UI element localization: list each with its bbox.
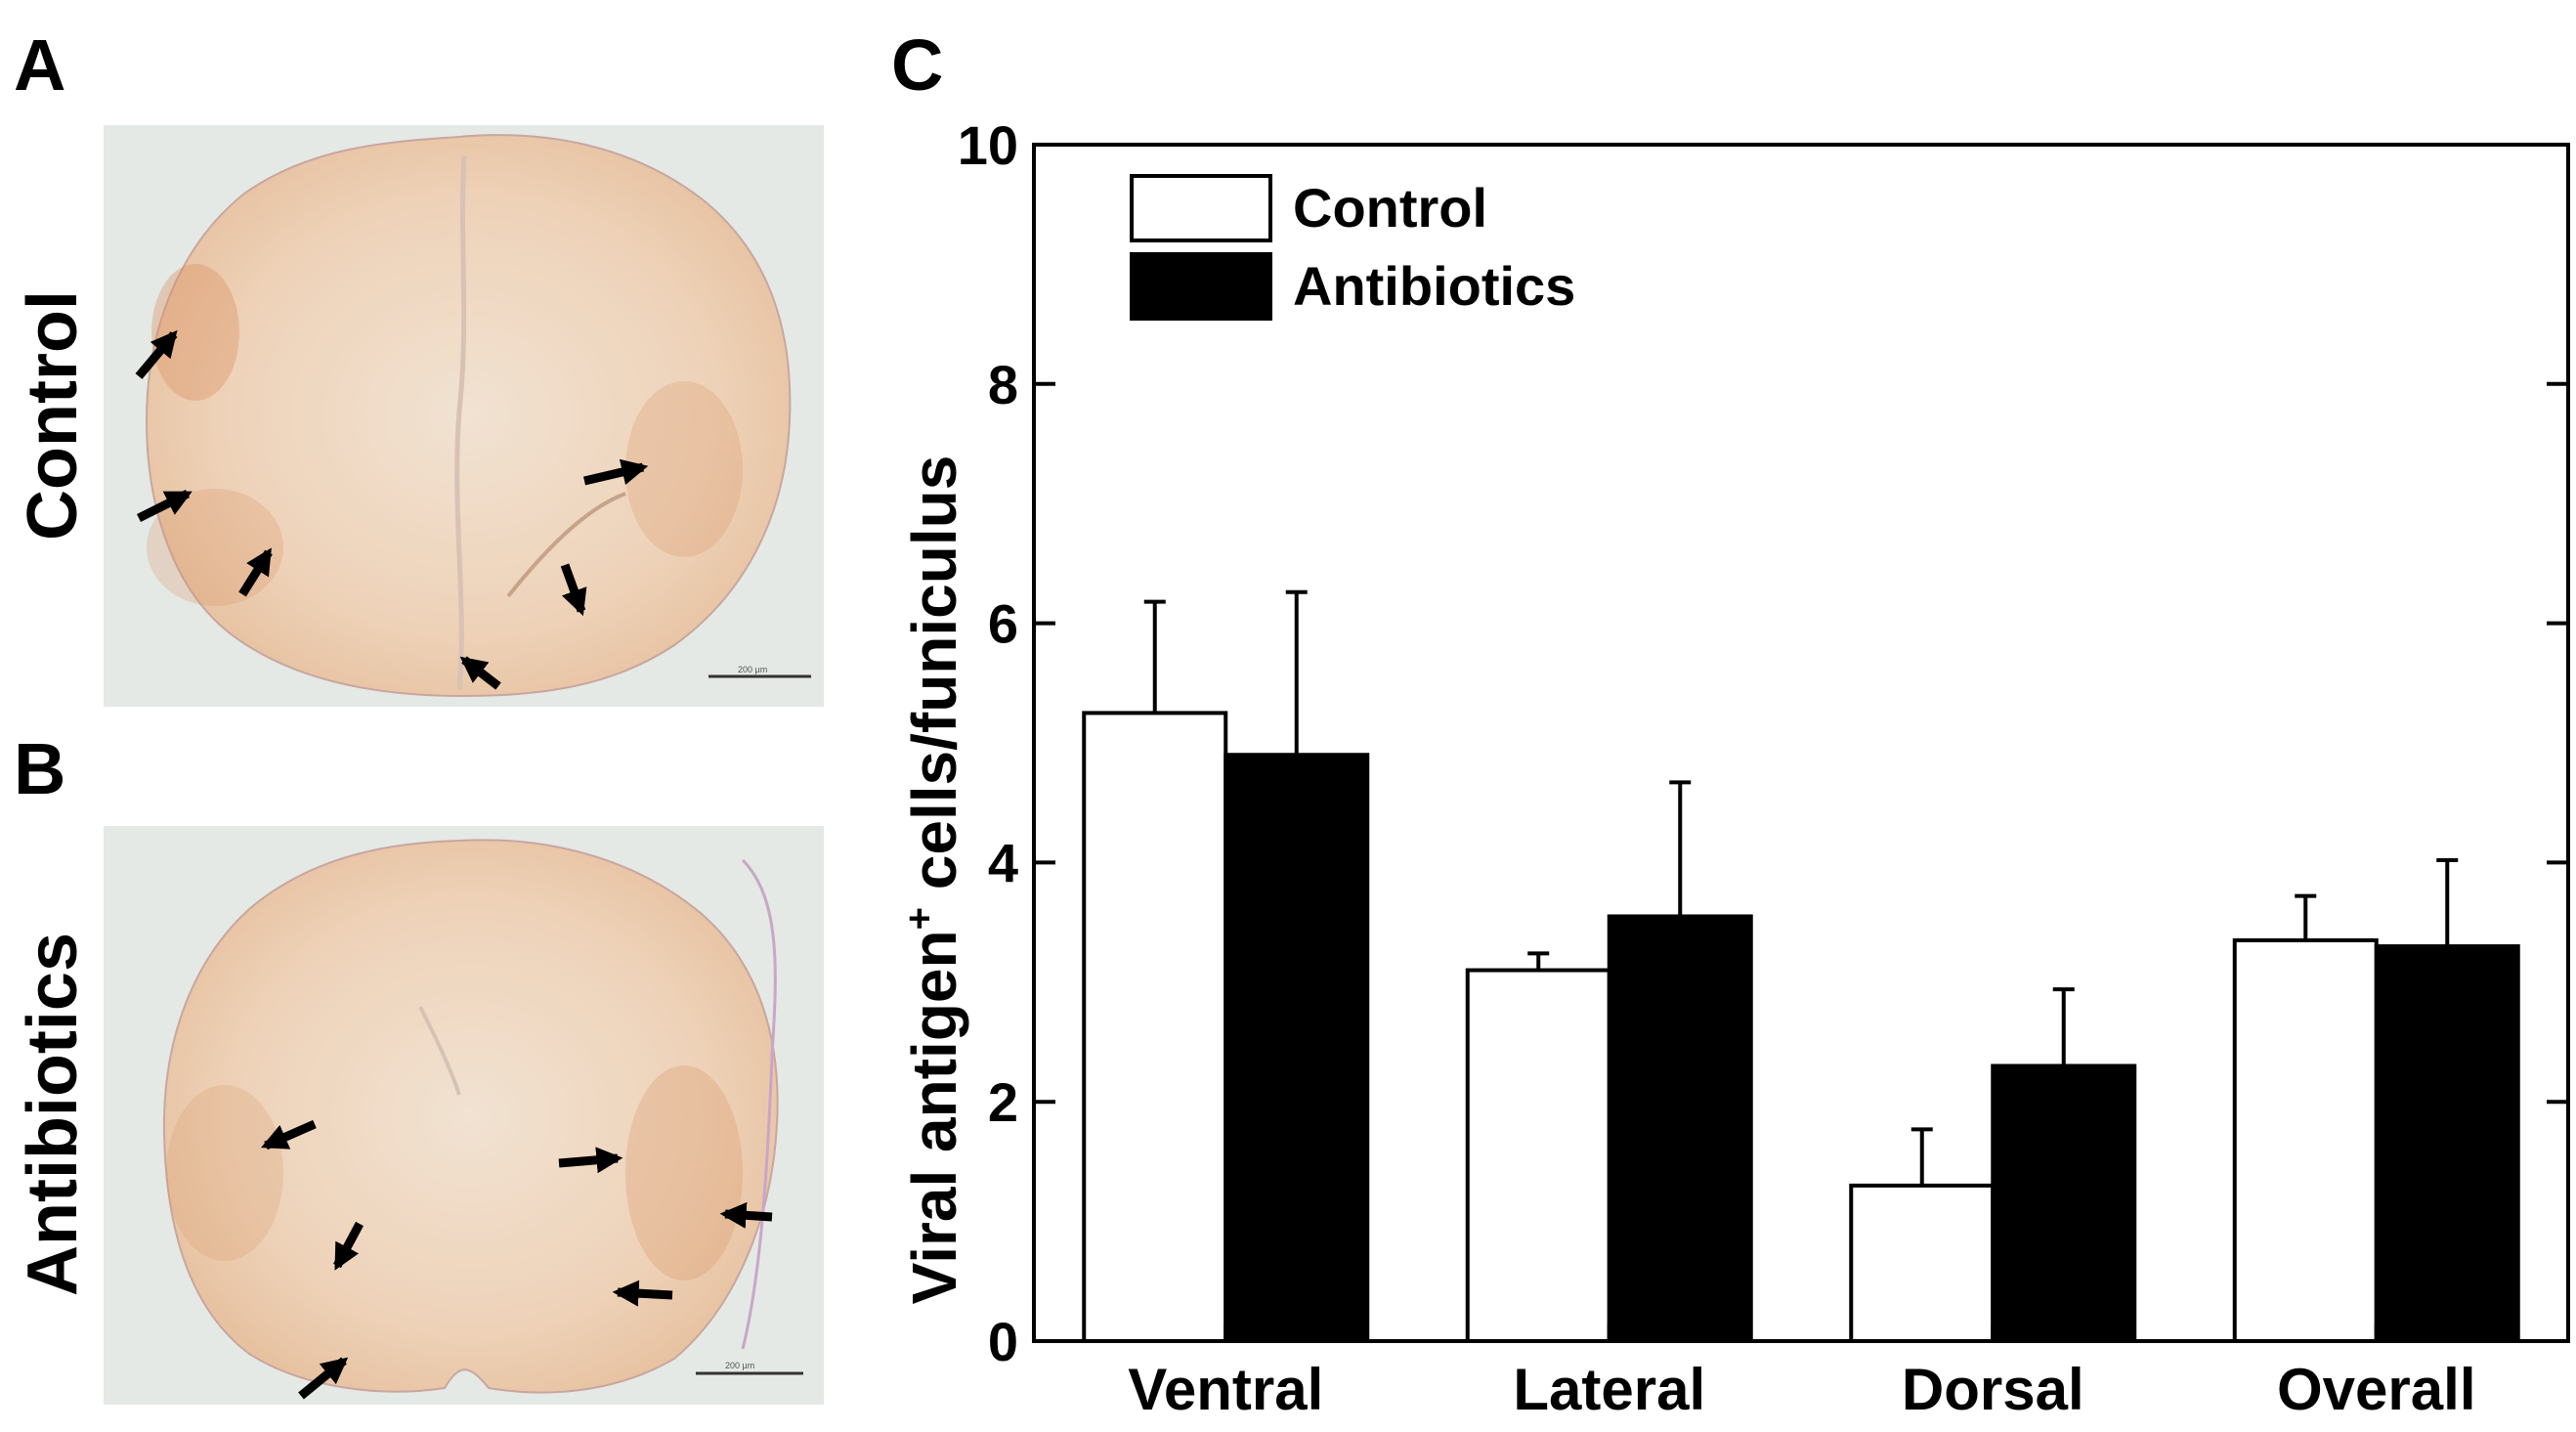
bar-antibiotics-ventral [1224, 753, 1370, 1343]
scale-bar-text: 200 µm [738, 665, 767, 674]
legend-swatch-antibiotics [1130, 252, 1272, 321]
y-tick-label: 8 [988, 354, 1018, 415]
micrograph-antibiotics: 200 µm [104, 826, 824, 1405]
y-tick-label: 2 [988, 1071, 1018, 1133]
y-axis-title-superscript: + [898, 907, 941, 930]
spinal-cord-section-control [145, 134, 792, 698]
arrow-icon [612, 1280, 673, 1307]
arrow-icon [582, 458, 649, 486]
legend-swatch-control [1130, 174, 1272, 242]
x-category-label: Ventral [1128, 1357, 1323, 1422]
micrograph-control: 200 µm [104, 125, 824, 707]
bar-antibiotics-dorsal [1991, 1063, 2137, 1343]
bar-control-ventral [1082, 711, 1228, 1343]
bar-control-overall [2232, 937, 2379, 1344]
legend-label-antibiotics: Antibiotics [1293, 255, 1575, 317]
y-tick-label: 0 [988, 1311, 1018, 1372]
arrow-icon [558, 1147, 623, 1174]
x-category-label: Overall [2277, 1357, 2475, 1422]
scale-bar-text: 200 µm [725, 1361, 754, 1370]
y-tick-label: 4 [988, 832, 1018, 893]
arrow-icon [333, 1221, 364, 1271]
x-category-label: Lateral [1513, 1357, 1705, 1422]
midline-fissure [454, 155, 467, 690]
arrow-icon [261, 1119, 317, 1150]
bar-control-dorsal [1849, 1183, 1996, 1343]
spinal-cord-section-antibiotics [162, 839, 779, 1394]
row-label-antibiotics: Antibiotics [14, 933, 92, 1296]
panel-c-letter: C [891, 24, 943, 106]
arrow-icon [719, 1201, 773, 1229]
bar-control-lateral [1465, 968, 1611, 1343]
panel-b-letter: B [14, 728, 65, 809]
bar-antibiotics-lateral [1607, 914, 1753, 1343]
bar-chart: 0 2 4 6 8 10 Ventral Lateral Dorsal Overall Contro… [958, 114, 2570, 1422]
panel-a-letter: A [14, 24, 65, 106]
x-category-label: Dorsal [1902, 1357, 2084, 1422]
arrow-icon [136, 489, 193, 523]
y-tick-label: 6 [988, 593, 1018, 655]
blood-vessel [506, 492, 626, 598]
arrow-icon [135, 329, 178, 379]
arrow-icon [560, 563, 587, 617]
y-axis-title-main: Viral antigen [899, 930, 969, 1304]
y-axis-title: Viral antigen+ cells/funiculus [898, 456, 969, 1305]
stained-region [151, 264, 239, 401]
legend-label-control: Control [1293, 177, 1487, 239]
stained-region [625, 381, 743, 557]
y-axis-title-suffix: cells/funiculus [899, 456, 969, 907]
arrow-icon [238, 547, 273, 597]
bar-antibiotics-overall [2374, 944, 2520, 1344]
arrow-icon [298, 1357, 349, 1400]
meninges [741, 858, 777, 1350]
row-label-control: Control [14, 290, 92, 541]
arrow-icon [459, 656, 501, 690]
central-canal [418, 1006, 461, 1096]
y-tick-label: 10 [958, 114, 1018, 176]
plot-frame [1032, 143, 2570, 1343]
stained-region [166, 1085, 283, 1261]
stained-region [625, 1065, 743, 1280]
